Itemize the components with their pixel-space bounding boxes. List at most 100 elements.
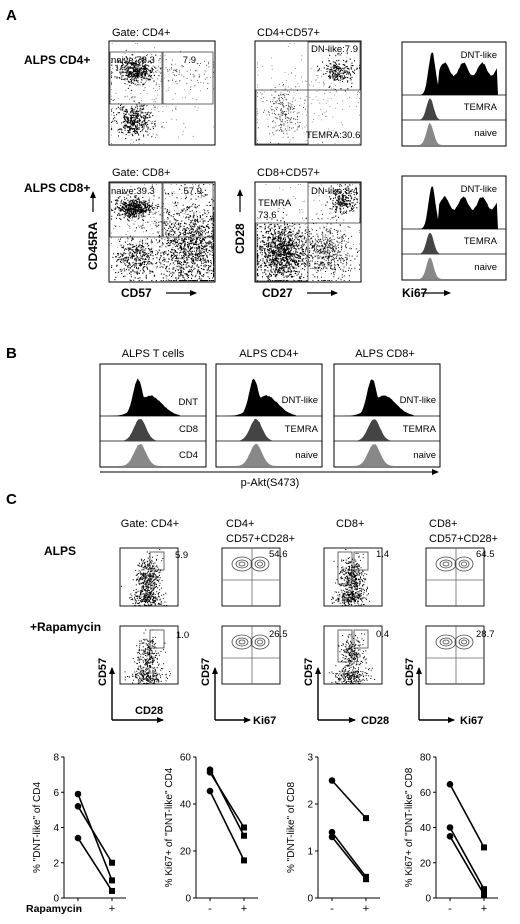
x-tick-label-1-0: - bbox=[208, 903, 212, 915]
c-val-rapa-0: 1.0 bbox=[176, 630, 189, 641]
series-line-0-1 bbox=[77, 805, 113, 864]
x-tick-label-2-0: - bbox=[330, 903, 334, 915]
plot-title-cd8-cd57: CD8+CD57+ bbox=[257, 167, 320, 179]
series-line-3-1 bbox=[449, 827, 485, 890]
hist-b0-label-2: CD4 bbox=[179, 450, 198, 461]
c-axis-x-0: CD28 bbox=[135, 705, 163, 717]
histogram-pakt-t-cells bbox=[99, 363, 207, 468]
point-before-0-0 bbox=[74, 790, 82, 798]
hist-label-cd8-2: naive bbox=[474, 262, 497, 273]
y-axis-label-2: % "DNT-like" of CD8 bbox=[286, 782, 297, 873]
c-col-title-1b: CD57+CD28+ bbox=[226, 533, 295, 545]
gate-label-naive-cd8: naive:39.3 bbox=[111, 186, 155, 197]
point-before-1-2 bbox=[206, 787, 214, 795]
point-before-2-1 bbox=[328, 828, 336, 836]
c-val-rapa-3: 28.7 bbox=[476, 629, 495, 640]
axis-label-ki67-a: Ki67 bbox=[402, 286, 428, 300]
c-axis-x-1: Ki67 bbox=[253, 715, 276, 727]
point-after-0-0 bbox=[109, 877, 115, 884]
plot-title-gate-cd4: Gate: CD4+ bbox=[112, 27, 170, 39]
c-col-title-3a: CD8+ bbox=[429, 518, 457, 530]
x-tick-label-1-1: + bbox=[241, 903, 247, 915]
x-tick-label-2-1: + bbox=[363, 903, 369, 915]
point-before-3-2 bbox=[446, 833, 454, 840]
c-plot-1-1 bbox=[221, 625, 281, 685]
y-tick-label-1-2: 40 bbox=[180, 800, 192, 811]
gate-value-temra-cd8: 73.6 bbox=[258, 210, 277, 221]
gate-label-temra-cd8: TEMRA bbox=[258, 198, 292, 209]
point-before-0-1 bbox=[74, 803, 82, 810]
point-after-1-2 bbox=[241, 857, 247, 864]
histogram-ki67-cd4 bbox=[401, 41, 507, 147]
hist-label-cd8-0: DNT-like bbox=[461, 184, 497, 195]
point-before-3-0 bbox=[446, 781, 454, 788]
point-after-3-2 bbox=[481, 891, 487, 898]
y-tick-label-0-1: 2 bbox=[53, 858, 59, 869]
hist-b0-label-1: CD8 bbox=[179, 424, 198, 435]
line-chart-3: 0 20 40 60 80 - + % Ki67+ of "DNT-like" CD8 bbox=[404, 753, 498, 915]
y-tick-label-0-3: 6 bbox=[53, 788, 59, 799]
hist-b2-label-0: DNT-like bbox=[400, 395, 436, 406]
histogram-ki67-cd8 bbox=[401, 175, 507, 281]
series-line-1-1 bbox=[209, 771, 245, 828]
line-chart-0: 0 2 4 6 8 - + % "DNT-like" of CD4 bbox=[32, 753, 126, 915]
y-tick-label-1-1: 20 bbox=[180, 847, 192, 858]
c-val-rapa-2: 0.4 bbox=[376, 629, 389, 640]
y-tick-label-3-1: 20 bbox=[420, 858, 432, 869]
axis-label-pakt: p-Akt(S473) bbox=[241, 477, 300, 489]
y-tick-label-3-2: 40 bbox=[420, 823, 432, 834]
series-line-2-2 bbox=[331, 836, 367, 880]
c-col-title-3b: CD57+CD28+ bbox=[429, 533, 498, 545]
c-plot-0-1 bbox=[221, 547, 281, 607]
x-tick-label-3-0: - bbox=[448, 903, 452, 915]
point-after-1-1 bbox=[241, 824, 247, 831]
axis-label-cd57-a: CD57 bbox=[121, 286, 152, 300]
dotplot-cd45ra-cd57-cd8 bbox=[108, 181, 216, 283]
panel-c-letter: C bbox=[6, 491, 17, 508]
c-axes-group bbox=[109, 667, 455, 723]
gate-label-naive-cd4: naive:78.3 bbox=[111, 55, 155, 66]
c-plot-0-0 bbox=[119, 547, 179, 607]
c-axis-x-2: CD28 bbox=[361, 715, 389, 727]
plot-title-gate-cd8: Gate: CD8+ bbox=[112, 167, 170, 179]
series-line-0-2 bbox=[77, 837, 113, 892]
x-tick-label-0-1: + bbox=[109, 903, 115, 915]
y-tick-label-2-3: 3 bbox=[307, 753, 313, 764]
point-after-0-2 bbox=[109, 887, 115, 894]
c-plot-1-0 bbox=[119, 625, 179, 685]
y-tick-label-2-1: 1 bbox=[307, 847, 313, 858]
hist-b1-label-2: naive bbox=[295, 450, 318, 461]
panel-c-flow-plots bbox=[119, 547, 485, 685]
series-line-1-2 bbox=[209, 790, 245, 861]
panel-b-letter: B bbox=[6, 345, 17, 362]
series-line-0-0 bbox=[77, 793, 113, 881]
point-before-3-1 bbox=[446, 824, 454, 831]
gate-label-cd57-cd4: 7.9 bbox=[183, 55, 196, 66]
y-tick-label-0-4: 8 bbox=[53, 753, 59, 764]
gate-label-temra-cd4: TEMRA:30.6 bbox=[306, 130, 360, 141]
series-line-2-0 bbox=[331, 779, 367, 819]
c-plot-0-2 bbox=[323, 547, 383, 607]
series-line-3-2 bbox=[449, 835, 485, 895]
axis-label-cd28-a: CD28 bbox=[233, 223, 247, 254]
y-tick-label-3-3: 60 bbox=[420, 788, 432, 799]
c-axis-y-0: CD57 bbox=[97, 658, 109, 686]
hist-label-cd4-0: DNT-like bbox=[461, 50, 497, 61]
y-tick-label-3-0: 0 bbox=[425, 894, 431, 905]
point-after-3-0 bbox=[481, 844, 487, 851]
row-label-cd8: ALPS CD8+ bbox=[24, 181, 90, 195]
x-tick-label-3-1: + bbox=[481, 903, 487, 915]
c-row-label-rapa: +Rapamycin bbox=[30, 620, 101, 634]
dotplot-cd28-cd27-cd8 bbox=[254, 181, 362, 283]
dotplot-cd28-cd27-cd4 bbox=[254, 40, 362, 146]
gate-label-dn-like-cd4: DN-like:7.9 bbox=[311, 44, 358, 55]
hist-label-cd8-1: TEMRA bbox=[464, 236, 498, 247]
hist-b0-label-0: DNT bbox=[178, 397, 198, 408]
x-tick-label-0-0: - bbox=[76, 903, 80, 915]
point-after-3-1 bbox=[481, 886, 487, 893]
point-before-2-0 bbox=[328, 777, 336, 784]
axis-label-cd45ra: CD45RA bbox=[86, 222, 100, 270]
point-before-0-2 bbox=[74, 834, 82, 842]
